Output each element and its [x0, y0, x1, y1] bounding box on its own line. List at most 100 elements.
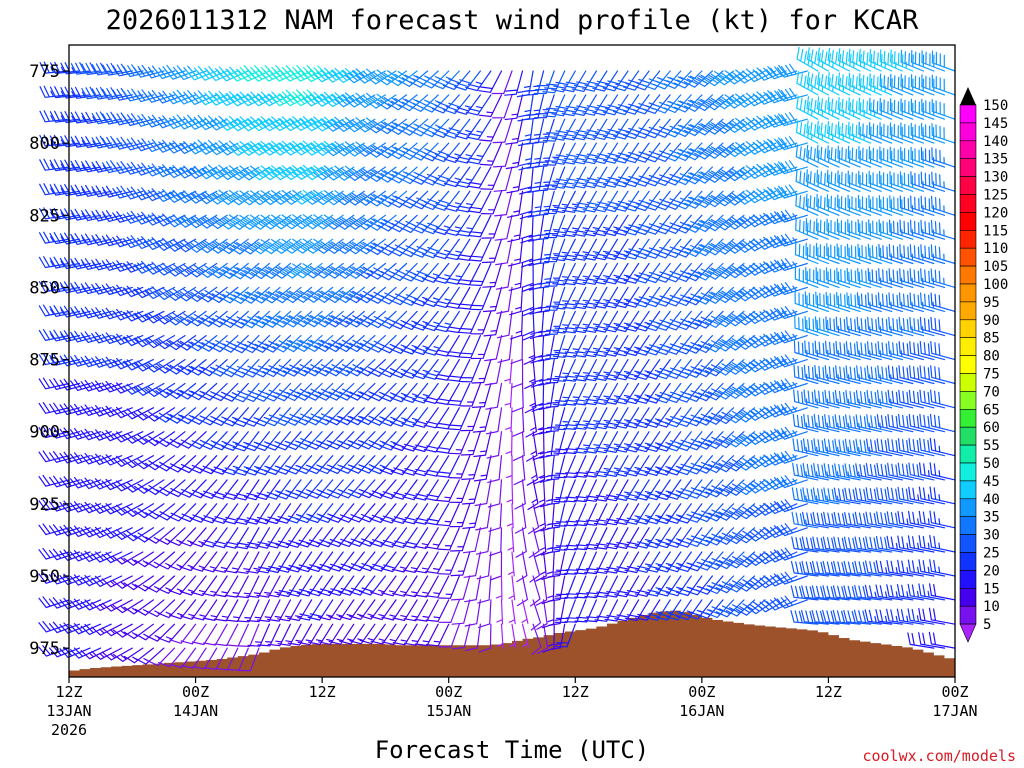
wind-barb [423, 407, 450, 429]
wind-barb [434, 335, 460, 357]
wind-barb [448, 455, 471, 479]
wind-barb [683, 70, 713, 88]
wind-barb [245, 527, 270, 549]
wind-barb [766, 380, 798, 394]
terrain-fill [69, 610, 955, 677]
wind-barb [264, 479, 292, 500]
wind-barb [324, 335, 355, 353]
wind-barb [251, 335, 281, 353]
wind-barb [685, 431, 713, 451]
wind-barb [296, 551, 323, 573]
wind-barb [796, 95, 819, 120]
wind-barb [369, 527, 397, 548]
wind-barb [400, 310, 429, 331]
x-axis-label: Forecast Time (UTC) [375, 736, 650, 764]
wind-barb [154, 262, 186, 276]
wind-barb [485, 407, 503, 435]
wind-barb [253, 455, 281, 476]
wind-barb [868, 97, 893, 120]
wind-barb [930, 219, 956, 240]
wind-barb [930, 268, 956, 288]
wind-barb [166, 407, 197, 424]
wind-barb [424, 527, 450, 550]
wind-barb [333, 68, 365, 83]
wind-barb [422, 286, 450, 308]
wind-barb [704, 190, 735, 208]
wind-barb [455, 190, 481, 213]
wind-barb [60, 135, 91, 148]
wind-barb [900, 49, 924, 72]
wind-barb [256, 575, 281, 598]
wind-barb [592, 238, 619, 261]
wind-barb [304, 359, 334, 377]
wind-barb [506, 190, 524, 218]
wind-barb [907, 632, 935, 649]
wind-barb [536, 599, 548, 630]
wind-barb [191, 623, 218, 646]
wind-barb [210, 431, 239, 451]
wind-barb [335, 335, 365, 353]
wind-barb [402, 551, 429, 573]
wind-barb [123, 599, 154, 615]
wind-barb [572, 262, 597, 286]
wind-barb [674, 190, 703, 210]
wind-barb [390, 455, 418, 476]
wind-barb [411, 359, 439, 380]
wind-barb [81, 136, 112, 149]
wind-barb [443, 118, 471, 139]
wind-barb [705, 575, 735, 595]
wind-barb [724, 238, 756, 254]
wind-barb [930, 341, 956, 361]
wind-barb [868, 195, 893, 216]
wind-barb [302, 189, 334, 205]
colorbar-swatch [959, 587, 977, 607]
wind-barb [766, 501, 798, 515]
wind-barb [272, 359, 302, 377]
wind-barb [544, 262, 566, 287]
colorbar-swatch [959, 605, 977, 625]
wind-barb [231, 359, 260, 378]
wind-barb [816, 145, 840, 168]
wind-barb [198, 335, 228, 352]
wind-barb [793, 389, 819, 409]
wind-barb [323, 92, 355, 108]
wind-barb [496, 599, 504, 625]
wind-barb [154, 286, 186, 301]
wind-barb [345, 310, 376, 328]
wind-barb [334, 165, 365, 181]
wind-barb [70, 184, 102, 197]
wind-barb [837, 170, 861, 192]
wind-barb [508, 238, 524, 267]
wind-barb [179, 551, 207, 572]
wind-barb [304, 431, 334, 450]
wind-barb [705, 599, 735, 619]
wind-barb [293, 382, 323, 401]
wind-barb [324, 286, 355, 304]
wind-barb [281, 165, 313, 181]
wind-barb [49, 134, 81, 147]
wind-barb [285, 503, 313, 524]
wind-barb [766, 259, 798, 273]
wind-barb [816, 96, 840, 120]
wind-barb [91, 86, 123, 100]
wind-barb [929, 462, 956, 481]
wind-barb [897, 438, 924, 457]
wind-barb [344, 117, 376, 133]
wind-barb [81, 62, 112, 76]
wind-barb [704, 70, 735, 87]
wind-barb [534, 142, 555, 168]
wind-barb [644, 503, 671, 525]
wind-barb [536, 623, 549, 655]
wind-barb [832, 609, 861, 625]
wind-barb [252, 359, 281, 378]
wind-barb [80, 404, 112, 416]
wind-barb [337, 479, 365, 499]
wind-barb [387, 70, 418, 87]
wind-barb [694, 382, 724, 402]
wind-barb [847, 219, 872, 240]
wind-barb [70, 428, 102, 440]
wind-barb [602, 166, 629, 188]
wind-barb [685, 599, 713, 620]
wind-barb [220, 359, 249, 378]
wind-barb [286, 551, 313, 573]
